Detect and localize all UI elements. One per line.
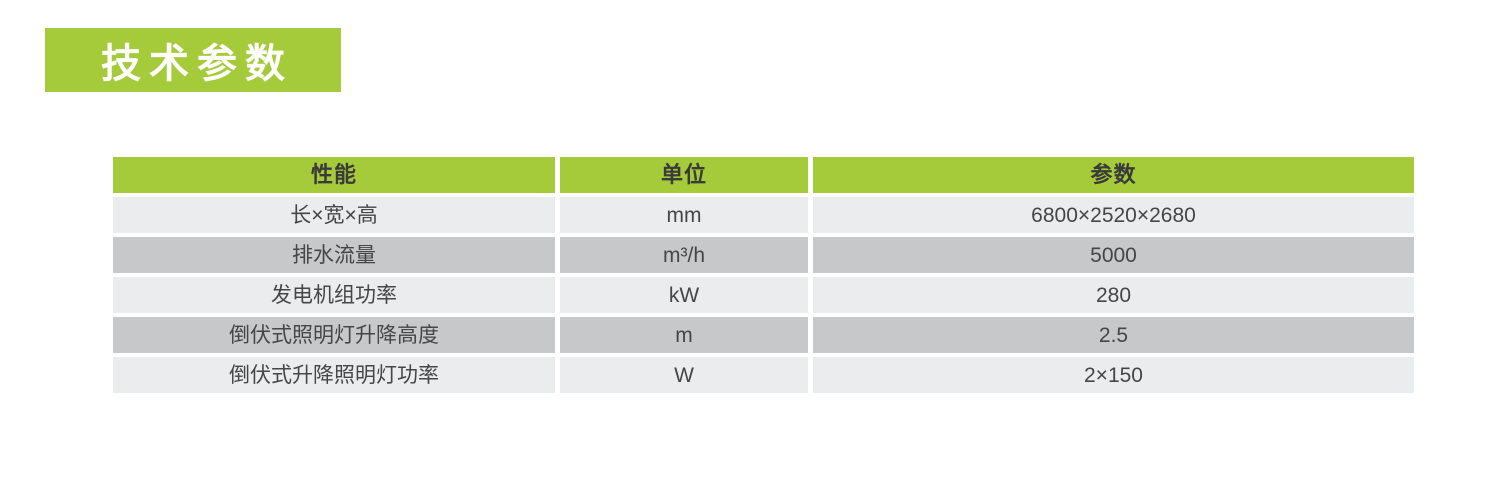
row-name-cell: 倒伏式升降照明灯功率 bbox=[113, 357, 555, 393]
row-value-cell: 280 bbox=[813, 277, 1414, 313]
section-title-badge: 技术参数 bbox=[45, 28, 341, 92]
row-unit-cell: W bbox=[560, 357, 808, 393]
column-header-unit: 单位 bbox=[560, 157, 808, 193]
row-name-cell: 长×宽×高 bbox=[113, 197, 555, 233]
row-name-cell: 排水流量 bbox=[113, 237, 555, 273]
column-header-parameter: 参数 bbox=[813, 157, 1414, 193]
row-unit-cell: mm bbox=[560, 197, 808, 233]
column-header-performance: 性能 bbox=[113, 157, 555, 193]
spec-table: 性能 单位 参数 长×宽×高 mm 6800×2520×2680 排水流量 m³… bbox=[113, 157, 1414, 393]
row-value-cell: 5000 bbox=[813, 237, 1414, 273]
row-value-cell: 2.5 bbox=[813, 317, 1414, 353]
row-value-cell: 6800×2520×2680 bbox=[813, 197, 1414, 233]
row-name-cell: 倒伏式照明灯升降高度 bbox=[113, 317, 555, 353]
row-value-cell: 2×150 bbox=[813, 357, 1414, 393]
row-unit-cell: kW bbox=[560, 277, 808, 313]
row-unit-cell: m bbox=[560, 317, 808, 353]
row-unit-cell: m³/h bbox=[560, 237, 808, 273]
row-name-cell: 发电机组功率 bbox=[113, 277, 555, 313]
